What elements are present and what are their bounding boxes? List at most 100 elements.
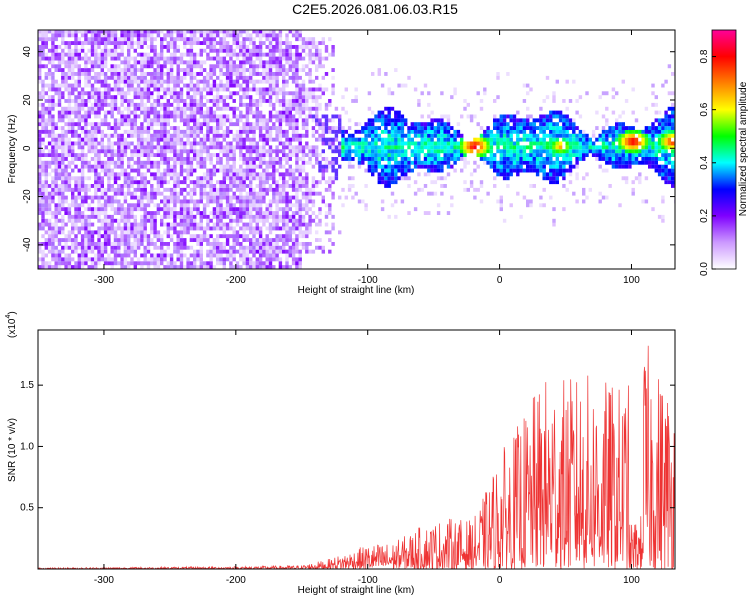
heatmap-cell bbox=[100, 187, 104, 192]
heatmap-cell bbox=[235, 238, 240, 242]
heatmap-cell bbox=[305, 172, 309, 177]
heatmap-cell bbox=[143, 187, 147, 192]
heatmap-cell bbox=[291, 172, 296, 177]
heatmap-cell bbox=[156, 72, 161, 76]
heatmap-cell bbox=[282, 79, 286, 84]
heatmap-cell bbox=[120, 261, 124, 266]
heatmap-cell bbox=[285, 261, 289, 266]
heatmap-cell bbox=[298, 164, 302, 169]
heatmap-cell bbox=[364, 153, 368, 157]
heatmap-cell bbox=[84, 91, 88, 96]
heatmap-cell bbox=[222, 149, 226, 154]
heatmap-cell bbox=[57, 99, 62, 103]
heatmap-cell bbox=[315, 214, 319, 219]
heatmap-cell bbox=[80, 145, 85, 150]
heatmap-cell bbox=[282, 72, 286, 76]
heatmap-cell bbox=[209, 41, 213, 45]
heatmap-cell bbox=[242, 249, 246, 254]
heatmap-cell bbox=[186, 184, 190, 188]
heatmap-cell bbox=[397, 149, 401, 154]
heatmap-cell bbox=[146, 214, 151, 219]
heatmap-cell bbox=[305, 222, 309, 227]
heatmap-cell bbox=[219, 30, 223, 34]
heatmap-cell bbox=[176, 245, 180, 250]
heatmap-cell bbox=[173, 187, 177, 192]
heatmap-cell bbox=[262, 242, 266, 246]
heatmap-cell bbox=[84, 249, 88, 254]
heatmap-cell bbox=[103, 261, 108, 266]
heatmap-cell bbox=[87, 122, 91, 127]
heatmap-cell bbox=[235, 199, 240, 204]
heatmap-cell bbox=[334, 137, 339, 142]
heatmap-cell bbox=[305, 180, 309, 185]
heatmap-cell bbox=[232, 133, 236, 138]
heatmap-cell bbox=[166, 114, 170, 119]
heatmap-cell bbox=[186, 52, 190, 57]
heatmap-cell bbox=[176, 195, 180, 200]
heatmap-cell bbox=[160, 149, 164, 154]
heatmap-cell bbox=[160, 245, 164, 250]
heatmap-cell bbox=[136, 79, 141, 84]
heatmap-cell bbox=[64, 83, 68, 88]
heatmap-cell bbox=[150, 257, 154, 262]
heatmap-cell bbox=[282, 95, 286, 100]
heatmap-cell bbox=[506, 133, 510, 138]
heatmap-cell bbox=[74, 41, 78, 45]
heatmap-cell bbox=[268, 79, 273, 84]
heatmap-cell bbox=[120, 160, 124, 165]
heatmap-cell bbox=[64, 133, 68, 138]
heatmap-cell bbox=[394, 157, 398, 161]
heatmap-cell bbox=[130, 222, 134, 227]
heatmap-cell bbox=[262, 176, 266, 181]
heatmap-cell bbox=[140, 33, 144, 38]
heatmap-cell bbox=[140, 141, 144, 146]
heatmap-cell bbox=[87, 222, 91, 227]
heatmap-cell bbox=[110, 257, 114, 262]
heatmap-cell bbox=[387, 137, 391, 142]
heatmap-cell bbox=[315, 160, 319, 165]
heatmap-cell bbox=[186, 149, 190, 154]
heatmap-cell bbox=[146, 168, 151, 173]
heatmap-cell bbox=[295, 99, 299, 103]
heatmap-cell bbox=[321, 245, 325, 250]
heatmap-cell bbox=[153, 195, 157, 200]
heatmap-cell bbox=[529, 199, 533, 204]
heatmap-cell bbox=[202, 149, 207, 154]
heatmap-cell bbox=[107, 33, 111, 38]
heatmap-cell bbox=[433, 160, 438, 165]
heatmap-cell bbox=[87, 48, 91, 53]
heatmap-cell bbox=[67, 72, 72, 76]
heatmap-cell bbox=[216, 95, 220, 100]
heatmap-cell bbox=[252, 249, 256, 254]
heatmap-cell bbox=[298, 261, 302, 266]
heatmap-cell bbox=[54, 168, 58, 173]
heatmap-cell bbox=[103, 114, 108, 119]
heatmap-cell bbox=[173, 261, 177, 266]
heatmap-cell bbox=[324, 214, 329, 219]
heatmap-cell bbox=[318, 52, 322, 57]
heatmap-cell bbox=[110, 68, 114, 72]
heatmap-cell bbox=[163, 172, 167, 177]
heatmap-cell bbox=[127, 265, 131, 269]
heatmap-cell bbox=[291, 75, 296, 80]
heatmap-cell bbox=[209, 261, 213, 266]
heatmap-cell bbox=[90, 68, 95, 72]
heatmap-cell bbox=[249, 218, 253, 223]
heatmap-cell bbox=[130, 64, 134, 69]
heatmap-cell bbox=[74, 129, 78, 134]
heatmap-cell bbox=[305, 126, 309, 130]
heatmap-cell bbox=[229, 157, 233, 161]
heatmap-cell bbox=[245, 87, 250, 92]
heatmap-cell bbox=[427, 160, 431, 165]
heatmap-cell bbox=[67, 102, 72, 107]
heatmap-cell bbox=[113, 87, 118, 92]
heatmap-cell bbox=[456, 122, 461, 127]
heatmap-cell bbox=[502, 176, 507, 181]
heatmap-cell bbox=[113, 83, 118, 88]
heatmap-cell bbox=[120, 218, 124, 223]
heatmap-cell bbox=[516, 122, 520, 127]
heatmap-cell bbox=[212, 164, 217, 169]
heatmap-cell bbox=[176, 249, 180, 254]
heatmap-cell bbox=[61, 168, 65, 173]
heatmap-cell bbox=[97, 60, 101, 65]
